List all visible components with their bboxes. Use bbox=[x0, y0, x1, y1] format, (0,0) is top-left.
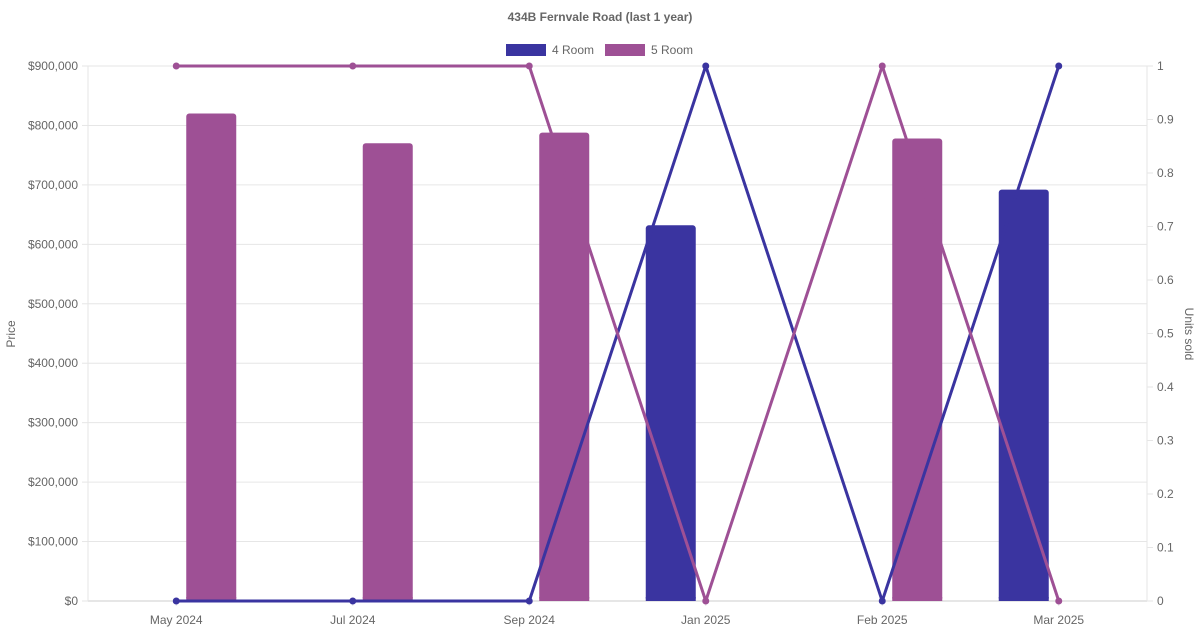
legend[interactable]: 4 Room 5 Room bbox=[506, 43, 693, 57]
point-units-4-room bbox=[349, 597, 357, 605]
point-units-4-room bbox=[702, 62, 710, 70]
bars bbox=[186, 113, 1049, 602]
x-tick-label: Feb 2025 bbox=[857, 613, 908, 627]
bar-base-5-room bbox=[892, 597, 943, 601]
bar-base-5-room bbox=[539, 597, 590, 601]
right-tick-label: 1 bbox=[1157, 59, 1164, 73]
right-tick-label: 0 bbox=[1157, 594, 1164, 608]
bar-5-room bbox=[362, 143, 413, 601]
point-units-4-room bbox=[878, 597, 886, 605]
right-tick-label: 0.6 bbox=[1157, 273, 1174, 287]
x-tick-label: Mar 2025 bbox=[1033, 613, 1084, 627]
point-units-5-room bbox=[878, 62, 886, 70]
point-units-4-room bbox=[525, 597, 533, 605]
left-tick-label: $500,000 bbox=[28, 297, 78, 311]
right-axis-ticks: 0 0.1 0.2 0.3 0.4 0.5 0.6 0.7 0.8 0.9 1 bbox=[1157, 59, 1174, 608]
left-axis-ticks: $0 $100,000 $200,000 $300,000 $400,000 $500,0… bbox=[28, 59, 78, 608]
legend-label-4-room: 4 Room bbox=[552, 43, 594, 57]
bar-4-room bbox=[998, 189, 1049, 601]
left-tick-label: $300,000 bbox=[28, 416, 78, 430]
point-units-4-room bbox=[1055, 62, 1063, 70]
x-tick-label: Jan 2025 bbox=[681, 613, 731, 627]
legend-item-5-room[interactable]: 5 Room bbox=[605, 43, 693, 57]
right-tick-label: 0.8 bbox=[1157, 166, 1174, 180]
point-units-4-room bbox=[172, 597, 180, 605]
left-tick-label: $900,000 bbox=[28, 59, 78, 73]
bar-base-4-room bbox=[645, 597, 696, 601]
series-points bbox=[172, 62, 1063, 605]
point-units-5-room bbox=[525, 62, 533, 70]
point-units-5-room bbox=[349, 62, 357, 70]
bar-base-4-room bbox=[998, 597, 1049, 601]
series-lines bbox=[176, 64, 1061, 603]
bar-base-5-room bbox=[362, 597, 413, 601]
right-tick-label: 0.4 bbox=[1157, 380, 1174, 394]
legend-swatch-4-room bbox=[506, 44, 546, 56]
legend-swatch-5-room bbox=[605, 44, 645, 56]
left-tick-label: $800,000 bbox=[28, 118, 78, 132]
right-tick-label: 0.1 bbox=[1157, 541, 1174, 555]
line-units-5-room bbox=[176, 64, 1061, 603]
chart-title: 434B Fernvale Road (last 1 year) bbox=[508, 10, 693, 24]
left-tick-label: $200,000 bbox=[28, 475, 78, 489]
x-axis-ticks: May 2024 Jul 2024 Sep 2024 Jan 2025 Feb 2025… bbox=[150, 613, 1085, 627]
legend-label-5-room: 5 Room bbox=[651, 43, 693, 57]
left-tick-label: $0 bbox=[65, 594, 79, 608]
x-tick-label: May 2024 bbox=[150, 613, 203, 627]
bar-5-room bbox=[186, 113, 237, 602]
point-units-5-room bbox=[702, 597, 710, 605]
left-tick-label: $700,000 bbox=[28, 178, 78, 192]
right-tick-label: 0.9 bbox=[1157, 113, 1174, 127]
left-tick-label: $600,000 bbox=[28, 237, 78, 251]
right-tick-label: 0.7 bbox=[1157, 220, 1174, 234]
right-tick-label: 0.3 bbox=[1157, 434, 1174, 448]
left-tick-label: $400,000 bbox=[28, 356, 78, 370]
right-tick-label: 0.2 bbox=[1157, 487, 1174, 501]
bar-5-room bbox=[539, 132, 590, 602]
bar-base-5-room bbox=[186, 597, 237, 601]
point-units-5-room bbox=[172, 62, 180, 70]
bar-4-room bbox=[645, 225, 696, 602]
x-tick-label: Jul 2024 bbox=[330, 613, 376, 627]
bar-5-room bbox=[892, 138, 943, 601]
left-tick-label: $100,000 bbox=[28, 535, 78, 549]
left-axis-label: Price bbox=[4, 320, 18, 348]
point-units-5-room bbox=[1055, 597, 1063, 605]
x-tick-label: Sep 2024 bbox=[504, 613, 556, 627]
right-tick-label: 0.5 bbox=[1157, 327, 1174, 341]
legend-item-4-room[interactable]: 4 Room bbox=[506, 43, 594, 57]
right-axis-label: Units sold bbox=[1182, 308, 1196, 361]
